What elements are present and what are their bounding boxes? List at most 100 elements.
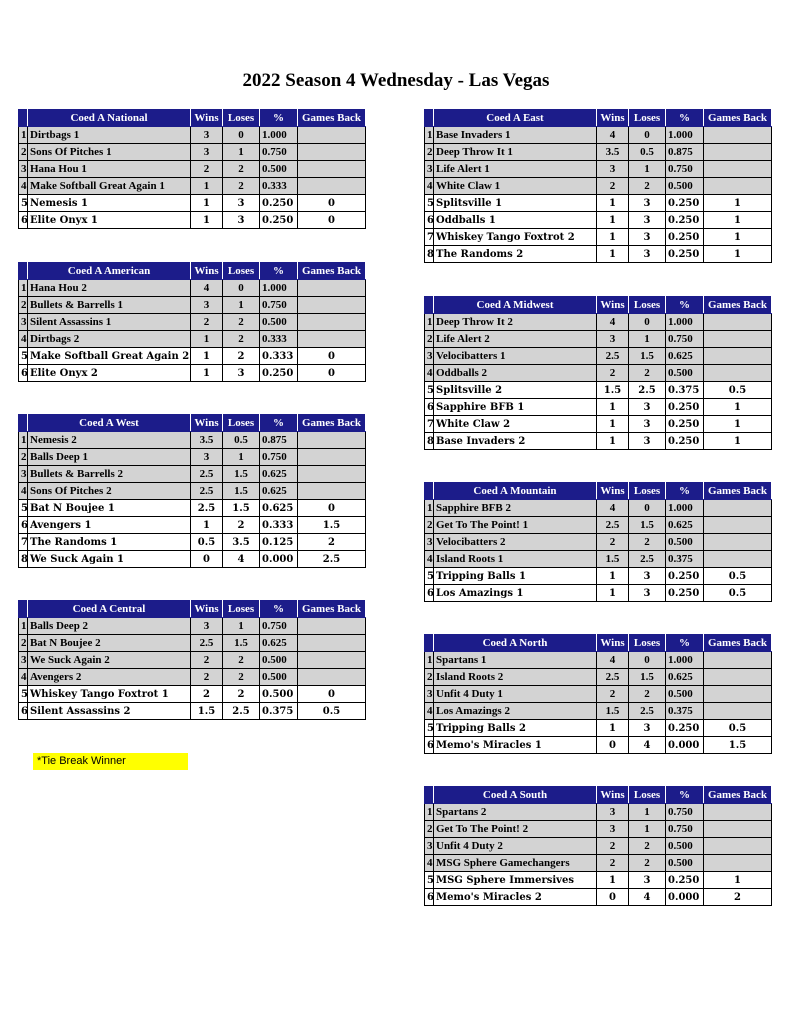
pct-cell: 0.625 xyxy=(259,465,298,483)
pct-cell: 0.375 xyxy=(665,702,704,720)
wins-header: Wins xyxy=(596,109,629,127)
table-row: 3 Silent Assassins 1 2 2 0.500 xyxy=(18,313,366,331)
rank-cell: 1 xyxy=(18,617,28,635)
games-back-cell xyxy=(297,160,366,178)
table-row: 3 Unfit 4 Duty 1 2 2 0.500 xyxy=(424,685,772,703)
table-row: 6 Los Amazings 1 1 3 0.250 0.5 xyxy=(424,584,772,602)
loses-cell: 3 xyxy=(628,398,666,416)
pct-cell: 0.333 xyxy=(259,177,298,195)
team-name-cell: Balls Deep 1 xyxy=(27,448,191,466)
games-back-cell: 1 xyxy=(703,194,772,212)
standings-table-coed-a-american: Coed A American Wins Loses% Games Back 1 Hana… xyxy=(18,262,366,382)
loses-cell: 3 xyxy=(628,567,666,585)
team-name-cell: Dirtbags 1 xyxy=(27,126,191,144)
wins-cell: 1 xyxy=(596,211,629,229)
standings-table-coed-a-midwest: Coed A Midwest Wins Loses% Games Back 1 Deep … xyxy=(424,296,772,450)
games-back-cell xyxy=(297,651,366,669)
wins-cell: 1 xyxy=(190,177,223,195)
rank-cell: 5 xyxy=(424,567,434,585)
rank-cell: 1 xyxy=(424,499,434,517)
pct-cell: 0.250 xyxy=(259,194,298,212)
pct-cell: 0.750 xyxy=(665,820,704,838)
team-name-cell: White Claw 2 xyxy=(433,415,597,433)
loses-cell: 4 xyxy=(222,550,260,568)
rank-cell: 8 xyxy=(424,245,434,263)
table-row: 3 Velocibatters 1 2.5 1.5 0.625 xyxy=(424,347,772,365)
table-row: 1 Dirtbags 1 3 0 1.000 xyxy=(18,126,366,144)
pct-cell: 1.000 xyxy=(259,126,298,144)
wins-header: Wins xyxy=(596,482,629,500)
rank-cell: 3 xyxy=(18,465,28,483)
team-name-cell: Oddballs 2 xyxy=(433,364,597,382)
pct-cell: 0.750 xyxy=(259,143,298,161)
wins-cell: 0 xyxy=(190,550,223,568)
games-back-cell: 1 xyxy=(703,228,772,246)
team-name-cell: Island Roots 2 xyxy=(433,668,597,686)
division-name-header: Coed A South xyxy=(433,786,597,804)
team-name-cell: Elite Onyx 1 xyxy=(27,211,191,229)
team-name-cell: Nemesis 2 xyxy=(27,431,191,449)
team-name-cell: Get To The Point! 2 xyxy=(433,820,597,838)
pct-header: % xyxy=(665,109,704,127)
table-row: 5 Splitsville 1 1 3 0.250 1 xyxy=(424,194,772,212)
games-back-cell: 1.5 xyxy=(297,516,366,534)
games-back-cell xyxy=(703,685,772,703)
games-back-header: Games Back xyxy=(703,296,772,314)
games-back-header: Games Back xyxy=(703,482,772,500)
pct-cell: 0.625 xyxy=(259,482,298,500)
team-name-cell: Sons Of Pitches 2 xyxy=(27,482,191,500)
games-back-cell xyxy=(703,668,772,686)
wins-cell: 4 xyxy=(596,126,629,144)
team-name-cell: Memo's Miracles 2 xyxy=(433,888,597,906)
loses-cell: 1.5 xyxy=(628,668,666,686)
team-name-cell: Balls Deep 2 xyxy=(27,617,191,635)
loses-cell: 3 xyxy=(222,211,260,229)
rank-header xyxy=(424,482,434,500)
pct-cell: 0.333 xyxy=(259,330,298,348)
pct-cell: 0.750 xyxy=(665,160,704,178)
standings-table-coed-a-mountain: Coed A Mountain Wins Loses% Games Back 1 Sapp… xyxy=(424,482,772,602)
rank-cell: 7 xyxy=(424,415,434,433)
team-name-cell: Whiskey Tango Foxtrot 1 xyxy=(27,685,191,703)
team-name-cell: Life Alert 1 xyxy=(433,160,597,178)
team-name-cell: Hana Hou 2 xyxy=(27,279,191,297)
pct-cell: 0.625 xyxy=(665,347,704,365)
team-name-cell: Bat N Boujee 2 xyxy=(27,634,191,652)
loses-cell: 0 xyxy=(628,651,666,669)
games-back-cell: 0 xyxy=(297,364,366,382)
rank-cell: 6 xyxy=(424,888,434,906)
rank-cell: 2 xyxy=(424,516,434,534)
loses-cell: 0 xyxy=(628,126,666,144)
wins-header: Wins xyxy=(190,262,223,280)
table-row: 5 Tripping Balls 2 1 3 0.250 0.5 xyxy=(424,719,772,737)
games-back-cell xyxy=(703,533,772,551)
wins-cell: 1 xyxy=(190,347,223,365)
games-back-header: Games Back xyxy=(703,634,772,652)
games-back-cell xyxy=(297,617,366,635)
rank-cell: 1 xyxy=(18,126,28,144)
rank-header xyxy=(18,414,28,432)
pct-cell: 0.500 xyxy=(665,177,704,195)
team-name-cell: We Suck Again 1 xyxy=(27,550,191,568)
wins-header: Wins xyxy=(190,414,223,432)
pct-cell: 0.000 xyxy=(259,550,298,568)
rank-cell: 4 xyxy=(424,364,434,382)
wins-cell: 4 xyxy=(596,651,629,669)
table-row: 1 Hana Hou 2 4 0 1.000 xyxy=(18,279,366,297)
loses-cell: 2 xyxy=(222,651,260,669)
wins-cell: 0 xyxy=(596,736,629,754)
rank-header xyxy=(18,600,28,618)
loses-cell: 2 xyxy=(222,685,260,703)
team-name-cell: Sapphire BFB 2 xyxy=(433,499,597,517)
pct-cell: 0.250 xyxy=(665,245,704,263)
pct-cell: 0.875 xyxy=(259,431,298,449)
table-row: 6 Silent Assassins 2 1.5 2.5 0.375 0.5 xyxy=(18,702,366,720)
team-name-cell: Make Softball Great Again 2 xyxy=(27,347,191,365)
team-name-cell: Unfit 4 Duty 1 xyxy=(433,685,597,703)
wins-cell: 3 xyxy=(596,160,629,178)
games-back-cell xyxy=(703,803,772,821)
wins-cell: 3 xyxy=(190,296,223,314)
pct-cell: 0.500 xyxy=(665,685,704,703)
pct-cell: 0.250 xyxy=(259,211,298,229)
table-row: 6 Oddballs 1 1 3 0.250 1 xyxy=(424,211,772,229)
